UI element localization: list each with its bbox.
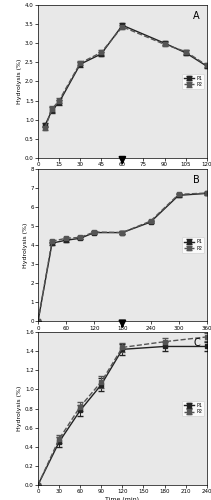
Legend: P1, P2: P1, P2 [182, 401, 204, 416]
Legend: P1, P2: P1, P2 [182, 74, 204, 89]
Text: C: C [193, 338, 200, 348]
Legend: P1, P2: P1, P2 [182, 238, 204, 252]
X-axis label: Time (min): Time (min) [105, 334, 139, 338]
Y-axis label: Hydrolysis (%): Hydrolysis (%) [17, 58, 22, 104]
Y-axis label: Hydrolysis (%): Hydrolysis (%) [17, 386, 22, 432]
Text: A: A [193, 11, 200, 21]
Y-axis label: Hydrolysis (%): Hydrolysis (%) [23, 222, 28, 268]
X-axis label: Time (min): Time (min) [105, 497, 139, 500]
Text: B: B [193, 174, 200, 184]
X-axis label: Time (sec): Time (sec) [106, 170, 139, 175]
